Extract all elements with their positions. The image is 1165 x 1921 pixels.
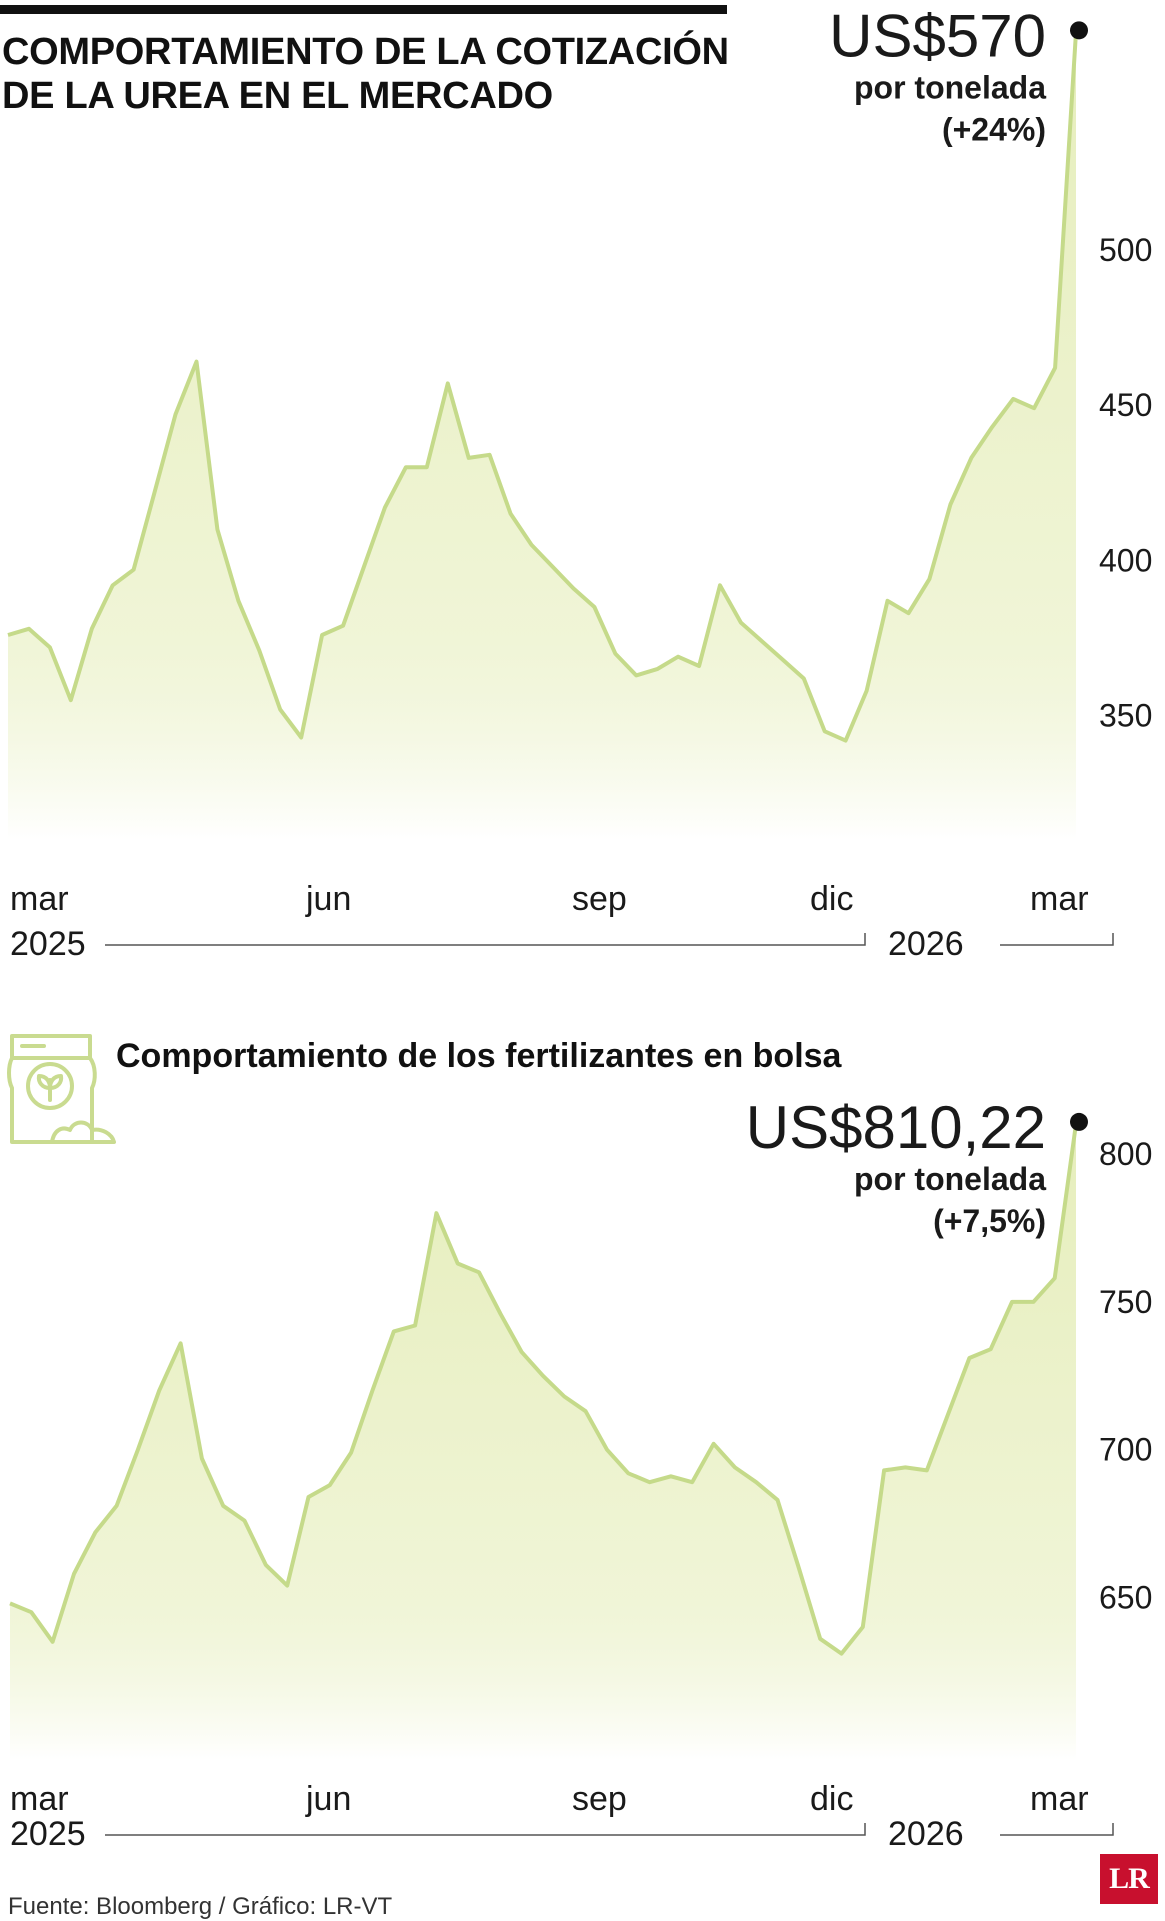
y-tick-label: 800 bbox=[1099, 1136, 1152, 1172]
y-tick-label: 350 bbox=[1099, 698, 1152, 734]
x-tick-label: mar bbox=[1030, 1780, 1089, 1818]
x-tick-label: sep bbox=[572, 880, 627, 918]
x-tick-label: jun bbox=[305, 880, 351, 918]
source-note: Fuente: Bloomberg / Gráfico: LR-VT bbox=[8, 1893, 392, 1921]
x-tick-label: dic bbox=[810, 880, 853, 918]
x-tick-label: sep bbox=[572, 1780, 627, 1818]
x-tick-label: dic bbox=[810, 1780, 853, 1818]
latest-change: (+7,5%) bbox=[933, 1203, 1046, 1239]
y-tick-label: 450 bbox=[1099, 387, 1152, 423]
x-tick-label: mar bbox=[10, 880, 69, 918]
year-range-rule bbox=[1000, 933, 1113, 945]
x-tick-label: mar bbox=[1030, 880, 1089, 918]
endpoint-marker bbox=[1070, 1113, 1088, 1131]
x-tick-label: jun bbox=[305, 1780, 351, 1818]
endpoint-marker bbox=[1070, 21, 1088, 39]
y-tick-label: 500 bbox=[1099, 232, 1152, 268]
y-tick-label: 700 bbox=[1099, 1432, 1152, 1468]
latest-value: US$810,22 bbox=[746, 1094, 1046, 1161]
year-range-rule bbox=[105, 1823, 865, 1835]
area-fill bbox=[10, 1124, 1076, 1760]
lr-logo: LR bbox=[1100, 1854, 1158, 1904]
year-range-rule bbox=[1000, 1823, 1113, 1835]
year-label: 2026 bbox=[888, 925, 964, 963]
latest-change: (+24%) bbox=[942, 111, 1046, 147]
latest-unit: por tonelada bbox=[854, 1161, 1046, 1197]
year-label: 2025 bbox=[10, 925, 86, 963]
y-tick-label: 650 bbox=[1099, 1579, 1152, 1615]
latest-unit: por tonelada bbox=[854, 69, 1046, 105]
y-tick-label: 750 bbox=[1099, 1284, 1152, 1320]
y-tick-label: 400 bbox=[1099, 542, 1152, 578]
latest-value: US$570 bbox=[829, 2, 1046, 69]
x-tick-label: mar bbox=[10, 1780, 69, 1818]
year-label: 2025 bbox=[10, 1815, 86, 1853]
year-label: 2026 bbox=[888, 1815, 964, 1853]
year-range-rule bbox=[105, 933, 865, 945]
